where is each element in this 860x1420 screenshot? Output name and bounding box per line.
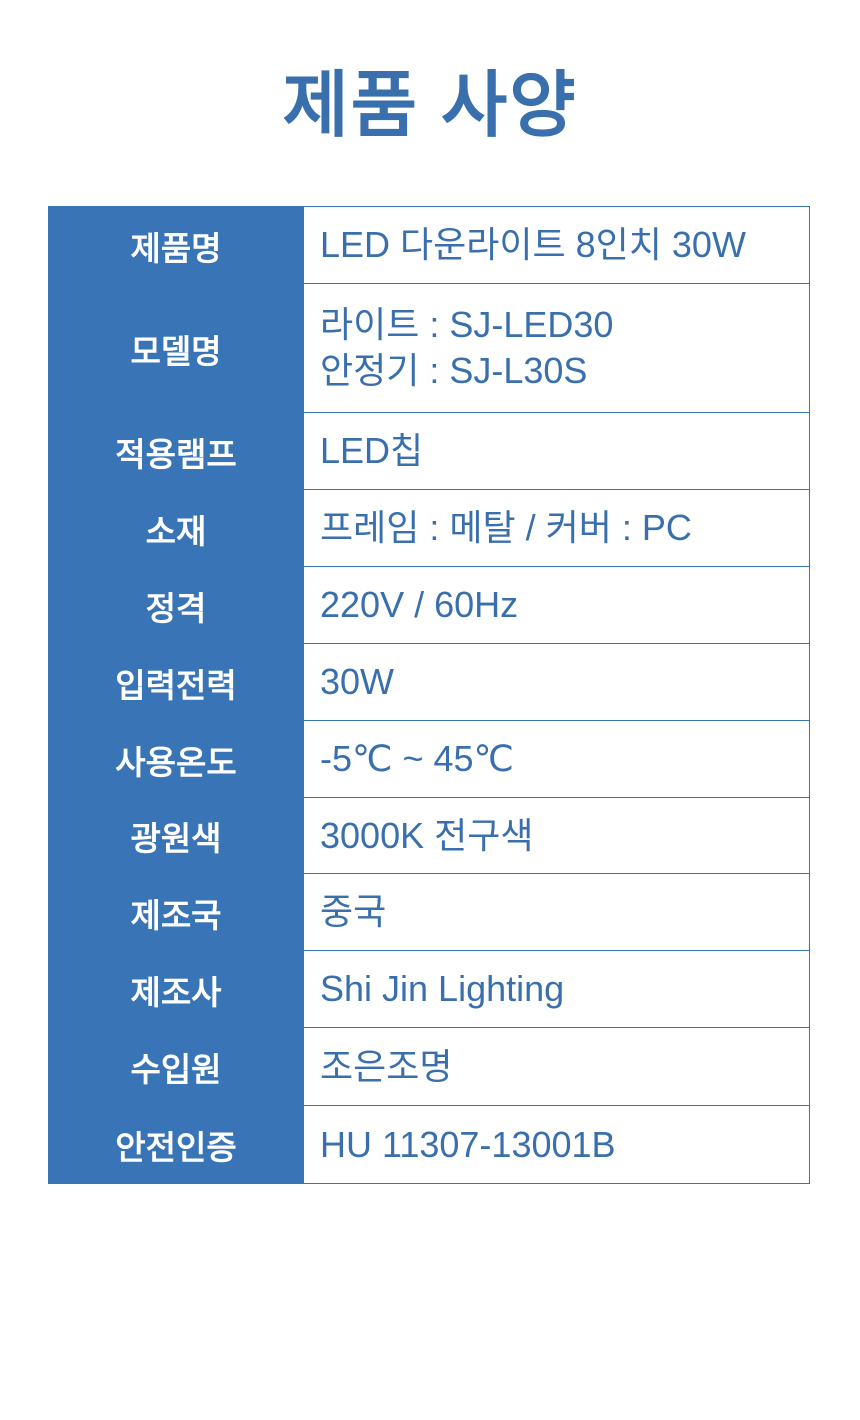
spec-label: 적용램프 (48, 413, 304, 490)
spec-value-line: 안정기 : SJ-L30S (320, 350, 588, 391)
spec-label: 제품명 (48, 207, 304, 284)
spec-value: Shi Jin Lighting (304, 951, 810, 1028)
spec-value: 라이트 : SJ-LED30 안정기 : SJ-L30S (304, 284, 810, 413)
spec-row: 제품명 LED 다운라이트 8인치 30W (48, 207, 810, 284)
spec-value: 30W (304, 644, 810, 721)
spec-value-line: HU 11307-13001B (320, 1123, 616, 1165)
spec-label: 소재 (48, 490, 304, 567)
spec-value: 3000K 전구색 (304, 798, 810, 874)
spec-value: 중국 (304, 874, 810, 951)
spec-value: 프레임 : 메탈 / 커버 : PC (304, 490, 810, 567)
spec-row: 안전인증 HU 11307-13001B (48, 1106, 810, 1184)
spec-value: HU 11307-13001B (304, 1106, 810, 1184)
spec-label: 제조사 (48, 951, 304, 1028)
spec-value-line: 라이트 : SJ-LED30 (320, 304, 614, 345)
spec-row: 정격 220V / 60Hz (48, 567, 810, 644)
spec-value: 220V / 60Hz (304, 567, 810, 644)
spec-value-line: LED 다운라이트 8인치 30W (320, 224, 746, 265)
spec-value: 조은조명 (304, 1028, 810, 1106)
spec-value-line: 프레임 : 메탈 / 커버 : PC (320, 507, 692, 548)
spec-value: -5℃ ~ 45℃ (304, 721, 810, 798)
spec-value-line: 중국 (320, 891, 387, 932)
spec-label: 모델명 (48, 284, 304, 413)
spec-value-line: 220V / 60Hz (320, 584, 519, 625)
spec-table: 제품명 LED 다운라이트 8인치 30W 모델명 라이트 : SJ-LED30 안정기… (48, 206, 810, 1184)
page-title: 제품 사양 (282, 66, 578, 146)
spec-label: 사용온도 (48, 721, 304, 798)
spec-value-line: 조은조명 (320, 1045, 453, 1087)
spec-value-line: LED칩 (320, 430, 424, 471)
spec-row: 수입원 조은조명 (48, 1028, 810, 1106)
spec-row: 입력전력 30W (48, 644, 810, 721)
spec-label: 수입원 (48, 1028, 304, 1106)
spec-row: 소재 프레임 : 메탈 / 커버 : PC (48, 490, 810, 567)
spec-row: 제조국 중국 (48, 874, 810, 951)
spec-value-line: 3000K 전구색 (320, 814, 534, 856)
spec-label: 제조국 (48, 874, 304, 951)
spec-label: 광원색 (48, 798, 304, 874)
spec-label: 입력전력 (48, 644, 304, 721)
spec-value-line: 30W (320, 661, 395, 702)
spec-value: LED 다운라이트 8인치 30W (304, 207, 810, 284)
spec-row: 광원색 3000K 전구색 (48, 798, 810, 874)
spec-label: 안전인증 (48, 1106, 304, 1184)
spec-value-line: -5℃ ~ 45℃ (320, 738, 514, 779)
spec-row: 모델명 라이트 : SJ-LED30 안정기 : SJ-L30S (48, 284, 810, 413)
spec-row: 적용램프 LED칩 (48, 413, 810, 490)
spec-value: LED칩 (304, 413, 810, 490)
spec-label: 정격 (48, 567, 304, 644)
spec-value-line: Shi Jin Lighting (320, 968, 565, 1009)
spec-row: 사용온도 -5℃ ~ 45℃ (48, 721, 810, 798)
spec-row: 제조사 Shi Jin Lighting (48, 951, 810, 1028)
